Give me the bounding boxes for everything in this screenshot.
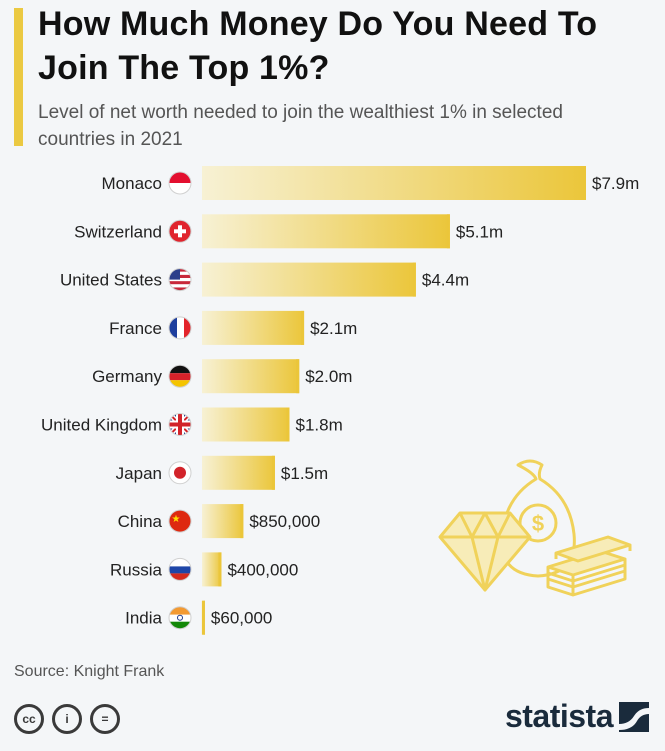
monaco-flag-icon — [168, 171, 192, 195]
category-label: Japan — [116, 464, 162, 483]
cc-icon[interactable]: cc — [14, 704, 44, 734]
page-subtitle: Level of net worth needed to join the we… — [38, 102, 563, 150]
bar-edge — [296, 359, 300, 394]
value-label: $60,000 — [211, 609, 272, 628]
title-accent-bar — [14, 8, 23, 146]
bar-france — [202, 310, 305, 345]
value-label: $2.0m — [305, 367, 352, 386]
money-bag-diamond-illustration: $ — [438, 459, 632, 597]
category-label: United States — [60, 271, 162, 290]
switzerland-flag-icon — [168, 219, 192, 243]
bar-edge — [240, 504, 244, 539]
japan-flag-icon — [168, 461, 192, 485]
france-flag-icon — [168, 316, 192, 340]
bar-china — [202, 504, 244, 539]
bar-russia — [202, 552, 222, 587]
nd-icon[interactable]: = — [90, 704, 120, 734]
bar-edge — [271, 455, 275, 490]
bar-edge — [301, 310, 305, 345]
category-label: France — [109, 319, 162, 338]
bar-united-states — [202, 262, 416, 297]
by-icon[interactable]: i — [52, 704, 82, 734]
russia-flag-icon — [168, 557, 192, 581]
bar-united-kingdom — [202, 407, 290, 442]
category-label: India — [125, 609, 162, 628]
value-label: $1.5m — [281, 464, 328, 483]
page-title: How Much Money Do You Need To Join The T… — [38, 5, 598, 87]
bar-edge — [412, 262, 416, 297]
value-label: $850,000 — [249, 512, 320, 531]
category-label: China — [118, 512, 163, 531]
value-label: $4.4m — [422, 271, 469, 290]
value-label: $5.1m — [456, 222, 503, 241]
value-label: $7.9m — [592, 174, 639, 193]
category-label: Switzerland — [74, 222, 162, 241]
bar-edge — [201, 600, 205, 635]
statista-logo-text: statista — [504, 698, 614, 734]
category-label: Russia — [110, 560, 163, 579]
bar-edge — [218, 552, 222, 587]
bar-edge — [446, 214, 450, 249]
china-flag-icon: ★ — [168, 509, 192, 533]
value-label: $1.8m — [295, 416, 342, 435]
bar-monaco — [202, 166, 586, 200]
category-label: United Kingdom — [41, 416, 162, 435]
statista-logo[interactable]: statista — [505, 698, 649, 735]
value-label: $2.1m — [310, 319, 357, 338]
svg-text:$: $ — [532, 511, 544, 536]
united-kingdom-flag-icon — [168, 413, 192, 436]
bar-edge — [286, 407, 290, 442]
license-icons: cc i = — [14, 704, 120, 734]
bar-chart: Monaco $7.9m Switzerland $5.1m United States… — [41, 166, 639, 635]
source-note: Source: Knight Frank — [14, 663, 165, 680]
india-flag-icon — [168, 606, 192, 630]
united-states-flag-icon — [168, 268, 192, 292]
germany-flag-icon — [168, 364, 192, 388]
bar-japan — [202, 455, 275, 490]
svg-text:★: ★ — [172, 514, 181, 525]
statista-logo-icon — [619, 701, 649, 732]
category-label: Monaco — [102, 174, 162, 193]
bar-switzerland — [202, 214, 450, 249]
bar-germany — [202, 359, 300, 394]
value-label: $400,000 — [227, 560, 298, 579]
category-label: Germany — [92, 367, 162, 386]
bar-edge — [583, 166, 586, 200]
